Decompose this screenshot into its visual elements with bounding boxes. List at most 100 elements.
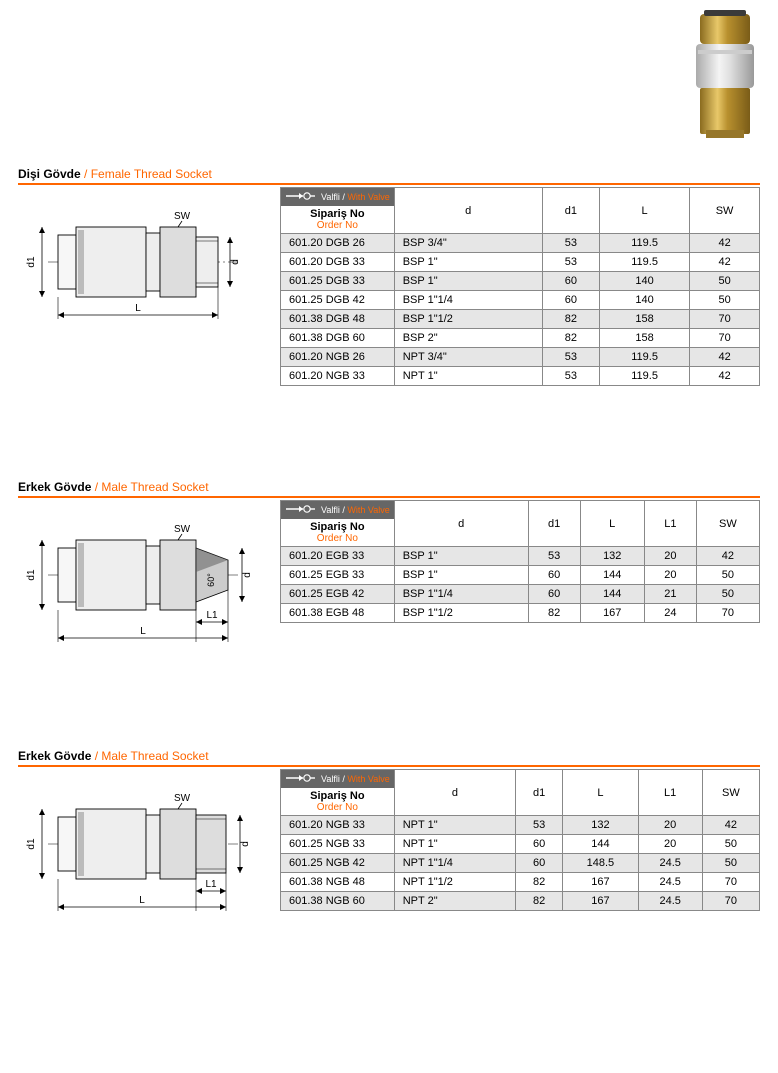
data-cell: 50 [690, 291, 760, 310]
order-label-tr: Sipariş No [285, 208, 390, 220]
table-row: 601.38 DGB 48 BSP 1"1/2 8215870 [281, 310, 760, 329]
col-header: d [394, 188, 542, 234]
svg-text:d1: d1 [26, 256, 37, 268]
table-container: Valfli / With Valve Sipariş No Order No … [280, 769, 760, 911]
svg-text:60°: 60° [206, 573, 216, 587]
order-no-cell: 601.20 NGB 33 [281, 367, 395, 386]
col-header: L1 [638, 770, 702, 816]
order-header-cell: Valfli / With Valve Sipariş No Order No [281, 188, 395, 234]
svg-text:L: L [139, 895, 145, 906]
data-cell: 21 [644, 585, 696, 604]
data-cell: 53 [542, 348, 599, 367]
order-no-cell: 601.25 DGB 42 [281, 291, 395, 310]
data-table: Valfli / With Valve Sipariş No Order No … [280, 187, 760, 386]
svg-text:SW: SW [174, 524, 191, 535]
data-cell: 158 [600, 310, 690, 329]
data-cell: 119.5 [600, 367, 690, 386]
data-cell: 167 [580, 604, 644, 623]
d-cell: NPT 1"1/2 [394, 873, 515, 892]
order-no-cell: 601.25 DGB 33 [281, 272, 395, 291]
data-cell: 53 [528, 547, 580, 566]
col-header: L [600, 188, 690, 234]
product-image-area [18, 0, 760, 163]
data-cell: 20 [638, 816, 702, 835]
data-cell: 20 [644, 547, 696, 566]
data-cell: 167 [563, 873, 638, 892]
data-cell: 24.5 [638, 892, 702, 911]
d-cell: NPT 1" [394, 367, 542, 386]
col-header: d [394, 501, 528, 547]
svg-text:d: d [240, 841, 251, 847]
table-row: 601.38 EGB 48 BSP 1"1/2 821672470 [281, 604, 760, 623]
valve-icon [285, 504, 315, 516]
data-cell: 42 [702, 816, 759, 835]
data-table: Valfli / With Valve Sipariş No Order No … [280, 500, 760, 623]
product-photo-placeholder [690, 10, 760, 140]
section: Erkek Gövde / Male Thread Socket d SW d1… [18, 745, 760, 924]
col-header: L1 [644, 501, 696, 547]
data-cell: 50 [690, 272, 760, 291]
table-row: 601.20 DGB 33 BSP 1" 53119.542 [281, 253, 760, 272]
order-header-cell: Valfli / With Valve Sipariş No Order No [281, 770, 395, 816]
d-cell: BSP 3/4" [394, 234, 542, 253]
d-cell: BSP 1" [394, 253, 542, 272]
data-cell: 50 [702, 835, 759, 854]
svg-text:d1: d1 [26, 838, 37, 850]
table-row: 601.25 EGB 33 BSP 1" 601442050 [281, 566, 760, 585]
data-cell: 42 [690, 234, 760, 253]
data-cell: 82 [542, 329, 599, 348]
d-cell: BSP 1"1/2 [394, 310, 542, 329]
col-header: SW [696, 501, 759, 547]
order-header-cell: Valfli / With Valve Sipariş No Order No [281, 501, 395, 547]
data-cell: 20 [638, 835, 702, 854]
d-cell: BSP 1" [394, 272, 542, 291]
order-label-en: Order No [285, 802, 390, 813]
section-title-tr: Erkek Gövde [18, 749, 91, 763]
order-no-cell: 601.20 EGB 33 [281, 547, 395, 566]
section-title-en: / Female Thread Socket [84, 167, 212, 181]
svg-text:L: L [135, 303, 141, 314]
d-cell: BSP 1"1/2 [394, 604, 528, 623]
tech-diagram: d SW d1 L L1 [18, 769, 280, 924]
order-label-tr: Sipariş No [285, 790, 390, 802]
data-cell: 82 [516, 892, 563, 911]
data-cell: 119.5 [600, 234, 690, 253]
data-cell: 140 [600, 272, 690, 291]
data-cell: 53 [542, 367, 599, 386]
table-row: 601.38 NGB 48 NPT 1"1/2 8216724.570 [281, 873, 760, 892]
valve-label: Valfli / With Valve [321, 774, 390, 784]
section-title-en: / Male Thread Socket [95, 749, 209, 763]
data-cell: 82 [542, 310, 599, 329]
svg-text:d: d [242, 572, 253, 578]
data-cell: 132 [563, 816, 638, 835]
data-cell: 70 [702, 892, 759, 911]
table-row: 601.20 EGB 33 BSP 1" 531322042 [281, 547, 760, 566]
data-cell: 144 [580, 585, 644, 604]
tech-diagram: 60° d SW d1 L L1 [18, 500, 280, 655]
data-cell: 24.5 [638, 873, 702, 892]
section-header: Dişi Gövde / Female Thread Socket [18, 163, 760, 185]
data-cell: 119.5 [600, 348, 690, 367]
d-cell: NPT 1" [394, 835, 515, 854]
col-header: d1 [516, 770, 563, 816]
data-cell: 148.5 [563, 854, 638, 873]
order-no-cell: 601.20 DGB 26 [281, 234, 395, 253]
data-cell: 20 [644, 566, 696, 585]
data-cell: 53 [542, 234, 599, 253]
data-cell: 60 [516, 835, 563, 854]
table-container: Valfli / With Valve Sipariş No Order No … [280, 187, 760, 386]
data-cell: 50 [702, 854, 759, 873]
data-cell: 60 [528, 566, 580, 585]
svg-text:L1: L1 [205, 879, 217, 890]
col-header: L [580, 501, 644, 547]
order-no-cell: 601.25 NGB 33 [281, 835, 395, 854]
section-title-tr: Dişi Gövde [18, 167, 81, 181]
data-cell: 140 [600, 291, 690, 310]
data-cell: 70 [690, 329, 760, 348]
table-row: 601.25 NGB 33 NPT 1" 601442050 [281, 835, 760, 854]
table-row: 601.20 NGB 33 NPT 1" 531322042 [281, 816, 760, 835]
section-header: Erkek Gövde / Male Thread Socket [18, 745, 760, 767]
data-cell: 158 [600, 329, 690, 348]
col-header: SW [690, 188, 760, 234]
order-no-cell: 601.25 NGB 42 [281, 854, 395, 873]
